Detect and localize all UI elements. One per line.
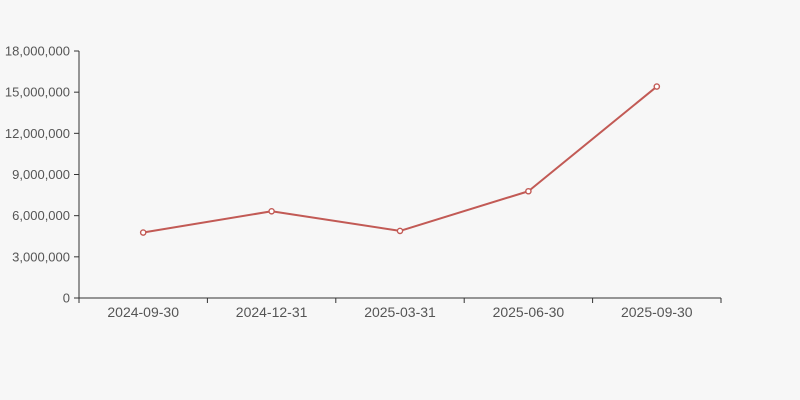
x-axis-tick-label: 2024-09-30 xyxy=(107,304,179,320)
data-point-marker[interactable] xyxy=(653,83,661,90)
y-axis-tick-label: 3,000,000 xyxy=(12,249,70,264)
y-axis-tick-label: 18,000,000 xyxy=(5,44,70,59)
data-point-marker[interactable] xyxy=(139,229,147,236)
data-point-marker[interactable] xyxy=(268,207,275,215)
y-axis-tick-label: 9,000,000 xyxy=(12,167,70,182)
series-line xyxy=(142,85,658,234)
x-axis-tick-label: 2025-09-30 xyxy=(621,304,693,320)
data-point-marker[interactable] xyxy=(396,227,404,235)
x-axis-tick-label: 2024-12-31 xyxy=(236,304,308,320)
y-axis-tick-label: 12,000,000 xyxy=(5,126,70,141)
y-axis-tick-label: 6,000,000 xyxy=(12,208,70,223)
data-point-marker[interactable] xyxy=(525,187,532,195)
x-axis-tick-label: 2025-06-30 xyxy=(493,304,565,320)
x-axis-tick-label: 2025-03-31 xyxy=(364,304,436,320)
y-axis-tick-label: 15,000,000 xyxy=(5,85,70,100)
y-axis-tick-label: 0 xyxy=(63,291,70,306)
